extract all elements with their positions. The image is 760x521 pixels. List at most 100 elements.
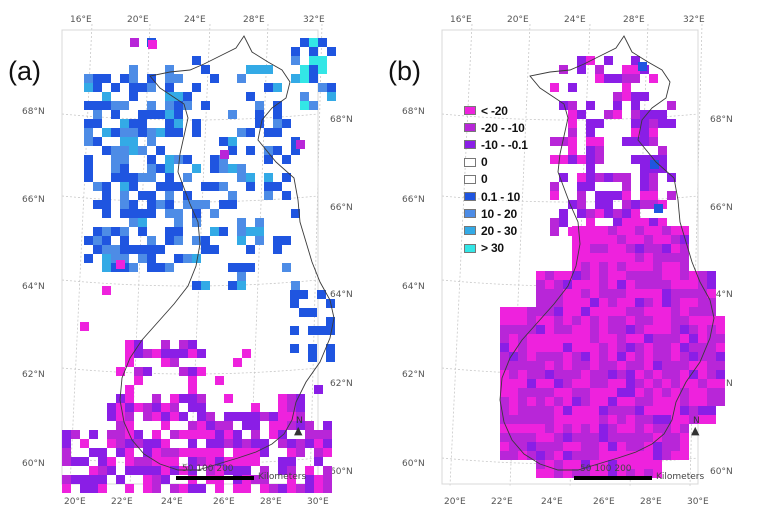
grid-cell <box>125 385 134 394</box>
grid-cell <box>282 155 291 164</box>
grid-cell <box>608 352 617 361</box>
grid-cell <box>152 403 161 412</box>
grid-cell <box>689 271 698 280</box>
grid-cell <box>93 101 102 110</box>
graticule-line <box>449 23 473 487</box>
grid-cell <box>626 262 635 271</box>
grid-cell <box>527 406 536 415</box>
grid-cell <box>608 235 617 244</box>
grid-cell <box>527 442 536 451</box>
legend-item: > 30 <box>464 240 528 257</box>
grid-cell <box>599 226 608 235</box>
grid-cell <box>291 137 300 146</box>
grid-cell <box>527 352 536 361</box>
grid-cell <box>273 146 282 155</box>
grid-cell <box>545 316 554 325</box>
grid-cell <box>635 235 644 244</box>
grid-cell <box>170 484 179 493</box>
grid-cell <box>309 47 318 56</box>
grid-cell <box>617 271 626 280</box>
grid-cell <box>572 253 581 262</box>
grid-cell <box>581 451 590 460</box>
grid-cell <box>93 182 102 191</box>
grid-cell <box>635 361 644 370</box>
tick-label: 30°E <box>307 497 329 507</box>
grid-cell <box>545 415 554 424</box>
grid-cell <box>689 406 698 415</box>
grid-cell <box>152 430 161 439</box>
grid-cell <box>536 343 545 352</box>
grid-cell <box>590 460 599 469</box>
grid-cell <box>563 343 572 352</box>
grid-cell <box>644 415 653 424</box>
grid-cell <box>308 344 317 353</box>
grid-cell <box>716 379 725 388</box>
grid-cell <box>107 466 116 475</box>
grid-cell <box>680 244 689 253</box>
grid-cell <box>559 173 568 182</box>
grid-cell <box>500 388 509 397</box>
grid-cell <box>617 424 626 433</box>
north-arrow-glyph: ▲ <box>691 424 700 437</box>
grid-cell <box>649 119 658 128</box>
grid-cell <box>509 307 518 316</box>
grid-cell <box>572 406 581 415</box>
grid-cell <box>608 334 617 343</box>
grid-cell <box>581 307 590 316</box>
grid-cell <box>147 209 156 218</box>
grid-cell <box>174 110 183 119</box>
grid-cell <box>653 343 662 352</box>
grid-cell <box>707 388 716 397</box>
grid-cell <box>545 388 554 397</box>
legend-swatch <box>464 226 476 236</box>
grid-cell <box>622 218 631 227</box>
grid-cell <box>183 173 192 182</box>
grid-cell <box>563 460 572 469</box>
grid-cell <box>590 298 599 307</box>
grid-cell <box>147 254 156 263</box>
grid-cell <box>242 457 251 466</box>
grid-cell <box>287 484 296 493</box>
grid-cell <box>626 442 635 451</box>
grid-cell <box>161 412 170 421</box>
grid-cell <box>165 173 174 182</box>
grid-cell <box>590 442 599 451</box>
grid-cell <box>500 379 509 388</box>
north-label: N <box>693 416 700 426</box>
grid-cell <box>308 308 317 317</box>
grid-cell <box>653 469 662 478</box>
grid-cell <box>617 442 626 451</box>
grid-cell <box>626 334 635 343</box>
grid-cell <box>550 83 559 92</box>
tick-label: 64°N <box>710 290 733 300</box>
grid-cell <box>671 298 680 307</box>
grid-cell <box>613 173 622 182</box>
grid-cell <box>287 412 296 421</box>
grid-cell <box>644 433 653 442</box>
grid-cell <box>581 235 590 244</box>
grid-cell <box>563 334 572 343</box>
grid-cell <box>215 457 224 466</box>
grid-cell <box>617 325 626 334</box>
grid-cell <box>595 155 604 164</box>
grid-cell <box>246 92 255 101</box>
grid-cell <box>626 370 635 379</box>
grid-cell <box>93 200 102 209</box>
grid-cell <box>617 370 626 379</box>
grid-cell <box>680 406 689 415</box>
grid-cell <box>233 358 242 367</box>
grid-cell <box>62 457 71 466</box>
grid-cell <box>174 182 183 191</box>
grid-cell <box>500 451 509 460</box>
grid-cell <box>174 236 183 245</box>
grid-cell <box>626 271 635 280</box>
north-label: N <box>296 416 303 426</box>
grid-cell <box>174 128 183 137</box>
grid-cell <box>125 403 134 412</box>
grid-cell <box>667 119 676 128</box>
grid-cell <box>626 451 635 460</box>
grid-cell <box>138 110 147 119</box>
grid-cell <box>653 226 662 235</box>
grid-cell <box>188 484 197 493</box>
legend-label: -10 - -0.1 <box>481 137 528 152</box>
